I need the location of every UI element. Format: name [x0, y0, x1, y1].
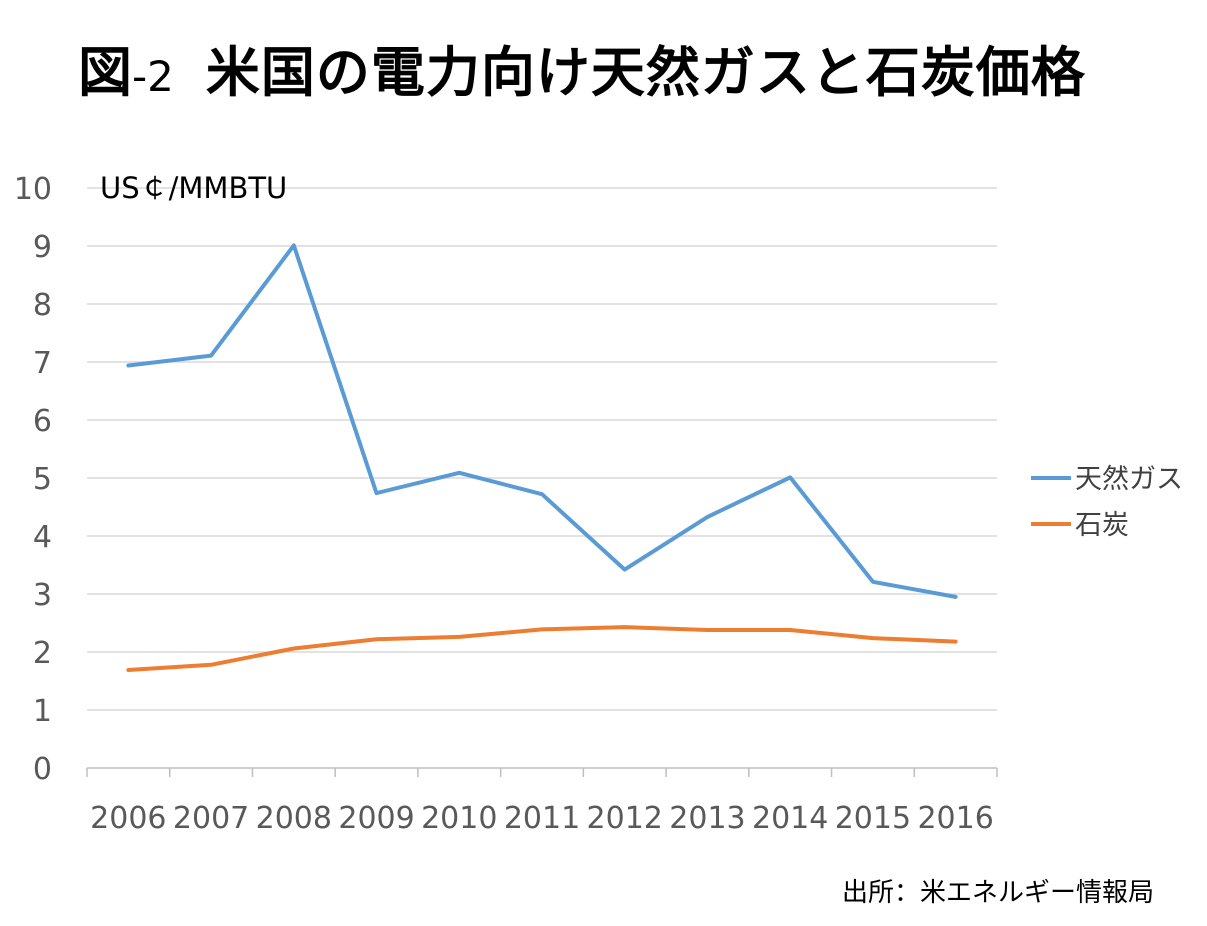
y-tick-label: 10: [14, 172, 52, 207]
x-tick-label: 2014: [752, 801, 828, 836]
title-number: -2: [132, 52, 174, 101]
x-tick-label: 2009: [338, 801, 414, 836]
y-tick-label: 3: [33, 578, 52, 613]
y-tick-label: 7: [33, 346, 52, 381]
y-tick-label: 0: [33, 752, 52, 787]
legend-label-1: 天然ガス: [1075, 464, 1183, 495]
y-tick-label: 9: [33, 230, 52, 265]
x-tick-label: 2016: [917, 801, 993, 836]
x-tick-label: 2011: [504, 801, 580, 836]
y-tick-label: 4: [33, 520, 52, 555]
title-prefix: 図: [78, 41, 132, 104]
x-tick-label: 2007: [173, 801, 249, 836]
series-line-1: [126, 243, 958, 599]
y-tick-label: 6: [33, 404, 52, 439]
x-tick-label: 2012: [587, 801, 663, 836]
y-unit-label: US￠/MMBTU: [100, 171, 287, 205]
y-tick-label: 8: [33, 288, 52, 323]
x-tick-label: 2008: [256, 801, 332, 836]
x-tick-label: 2010: [421, 801, 497, 836]
x-tick-label: 2006: [90, 801, 166, 836]
chart-title: 図-2 米国の電力向け天然ガスと石炭価格: [78, 28, 1086, 118]
y-tick-label: 5: [33, 462, 52, 497]
y-tick-label: 2: [33, 636, 52, 671]
x-tick-label: 2015: [835, 801, 911, 836]
x-tick-label: 2013: [669, 801, 745, 836]
series-line-2: [126, 625, 958, 672]
source-note: 出所：米エネルギー情報局: [842, 878, 1155, 908]
y-tick-label: 1: [33, 694, 52, 729]
legend-label-2: 石炭: [1075, 510, 1129, 541]
title-main: 米国の電力向け天然ガスと石炭価格: [205, 41, 1086, 104]
